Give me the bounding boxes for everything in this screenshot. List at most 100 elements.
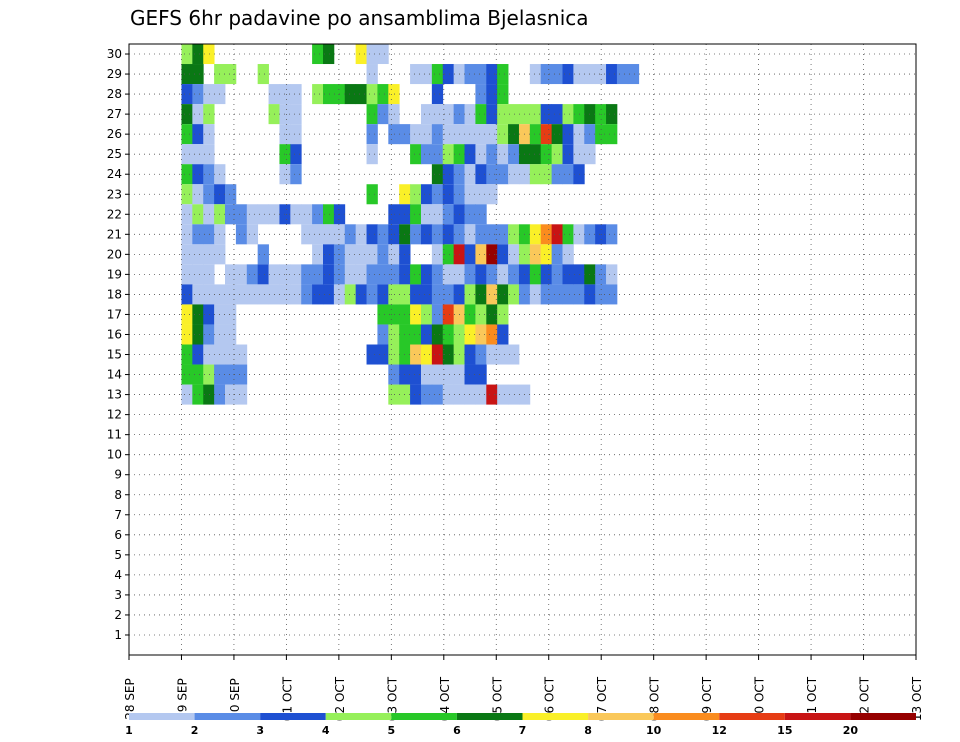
heatmap-cell xyxy=(606,284,618,305)
heatmap-cell xyxy=(355,44,367,65)
heatmap-cell xyxy=(279,164,291,185)
chart-title: GEFS 6hr padavine po ansamblima Bjelasni… xyxy=(130,6,589,30)
heatmap-cell xyxy=(181,144,193,165)
heatmap-cell xyxy=(529,244,542,265)
heatmap-cell xyxy=(464,104,476,125)
colorbar-segment xyxy=(653,713,720,720)
x-tick-label: 01 OCT xyxy=(280,676,294,721)
heatmap-cell xyxy=(464,264,476,285)
heatmap-cell xyxy=(203,144,215,165)
heatmap-cell xyxy=(355,84,367,105)
heatmap-cell xyxy=(192,224,204,245)
heatmap-cell xyxy=(344,84,357,105)
heatmap-cell xyxy=(388,244,400,265)
heatmap-cell xyxy=(475,64,487,85)
heatmap-cell xyxy=(203,304,215,325)
heatmap-cell xyxy=(562,284,574,305)
heatmap-cell xyxy=(475,284,487,305)
heatmap-cell xyxy=(431,324,444,345)
heatmap-cell xyxy=(279,104,291,125)
y-tick-label: 22 xyxy=(107,207,122,221)
heatmap-cell xyxy=(497,124,509,145)
heatmap-cell xyxy=(235,384,248,405)
heatmap-cell xyxy=(388,104,400,125)
heatmap-cell xyxy=(431,64,444,85)
heatmap-cell xyxy=(225,64,237,85)
heatmap-cell xyxy=(181,364,193,385)
heatmap-cell xyxy=(540,264,553,285)
heatmap-cell xyxy=(279,204,291,225)
heatmap-cell xyxy=(388,204,400,225)
heatmap-cell xyxy=(192,284,204,305)
x-tick-label: 11 OCT xyxy=(805,676,819,721)
heatmap-cell xyxy=(410,124,422,145)
heatmap-cell xyxy=(486,384,498,405)
heatmap-cell xyxy=(312,264,324,285)
heatmap-cell xyxy=(486,344,498,365)
heatmap-cell xyxy=(486,104,498,125)
heatmap-cell xyxy=(431,264,444,285)
heatmap-cell xyxy=(235,344,248,365)
heatmap-cell xyxy=(431,144,444,165)
x-tick-label: 08 OCT xyxy=(648,676,662,721)
heatmap-cell xyxy=(246,204,259,225)
y-tick-label: 24 xyxy=(107,167,122,181)
heatmap-cell xyxy=(562,224,574,245)
heatmap-cell xyxy=(442,64,455,85)
heatmap-cell xyxy=(475,204,487,225)
y-tick-label: 14 xyxy=(107,368,122,382)
heatmap-cell xyxy=(442,384,455,405)
heatmap-cell xyxy=(508,284,520,305)
heatmap-cell xyxy=(388,224,400,245)
heatmap-cell xyxy=(464,324,476,345)
heatmap-cell xyxy=(203,104,215,125)
heatmap-cell xyxy=(344,224,357,245)
heatmap-cell xyxy=(464,124,476,145)
heatmap-cell xyxy=(464,364,476,385)
heatmap-cell xyxy=(529,144,542,165)
heatmap-cell xyxy=(192,344,204,365)
heatmap-cell xyxy=(420,264,433,285)
heatmap-cell xyxy=(203,124,215,145)
heatmap-cell xyxy=(181,164,193,185)
heatmap-cell xyxy=(181,104,193,125)
heatmap-cell xyxy=(235,224,248,245)
colorbar-segment xyxy=(325,713,392,720)
heatmap-cell xyxy=(192,44,204,65)
heatmap-cell xyxy=(257,204,269,225)
x-tick-label: 09 OCT xyxy=(700,676,714,721)
heatmap-cell xyxy=(181,64,193,85)
heatmap-cell xyxy=(366,104,378,125)
heatmap-cell xyxy=(388,344,400,365)
heatmap-cell xyxy=(420,144,433,165)
heatmap-cell xyxy=(464,64,476,85)
colorbar-segment xyxy=(850,713,916,720)
heatmap-cell xyxy=(410,64,422,85)
colorbar-label: 12 xyxy=(712,724,727,737)
heatmap-cell xyxy=(181,324,193,345)
heatmap-cell xyxy=(431,364,444,385)
heatmap-cell xyxy=(508,104,520,125)
y-tick-label: 15 xyxy=(107,348,122,362)
heatmap-cell xyxy=(616,64,629,85)
colorbar-label: 6 xyxy=(453,724,461,737)
heatmap-cells xyxy=(181,44,640,405)
heatmap-cell xyxy=(181,84,193,105)
heatmap-cell xyxy=(192,244,204,265)
y-tick-label: 5 xyxy=(114,548,122,562)
heatmap-cell xyxy=(486,164,498,185)
heatmap-cell xyxy=(388,264,400,285)
heatmap-cell xyxy=(540,64,553,85)
heatmap-cell xyxy=(486,124,498,145)
colorbar-label: 20 xyxy=(843,724,859,737)
heatmap-cell xyxy=(355,224,367,245)
heatmap-cell xyxy=(497,324,509,345)
colorbar-segment xyxy=(522,713,589,720)
heatmap-cell xyxy=(377,84,389,105)
heatmap-cell xyxy=(562,244,574,265)
heatmap-cell xyxy=(475,184,487,205)
heatmap-cell xyxy=(181,184,193,205)
colorbar-label: 3 xyxy=(256,724,264,737)
heatmap-cell xyxy=(279,284,291,305)
heatmap-cell xyxy=(475,364,487,385)
